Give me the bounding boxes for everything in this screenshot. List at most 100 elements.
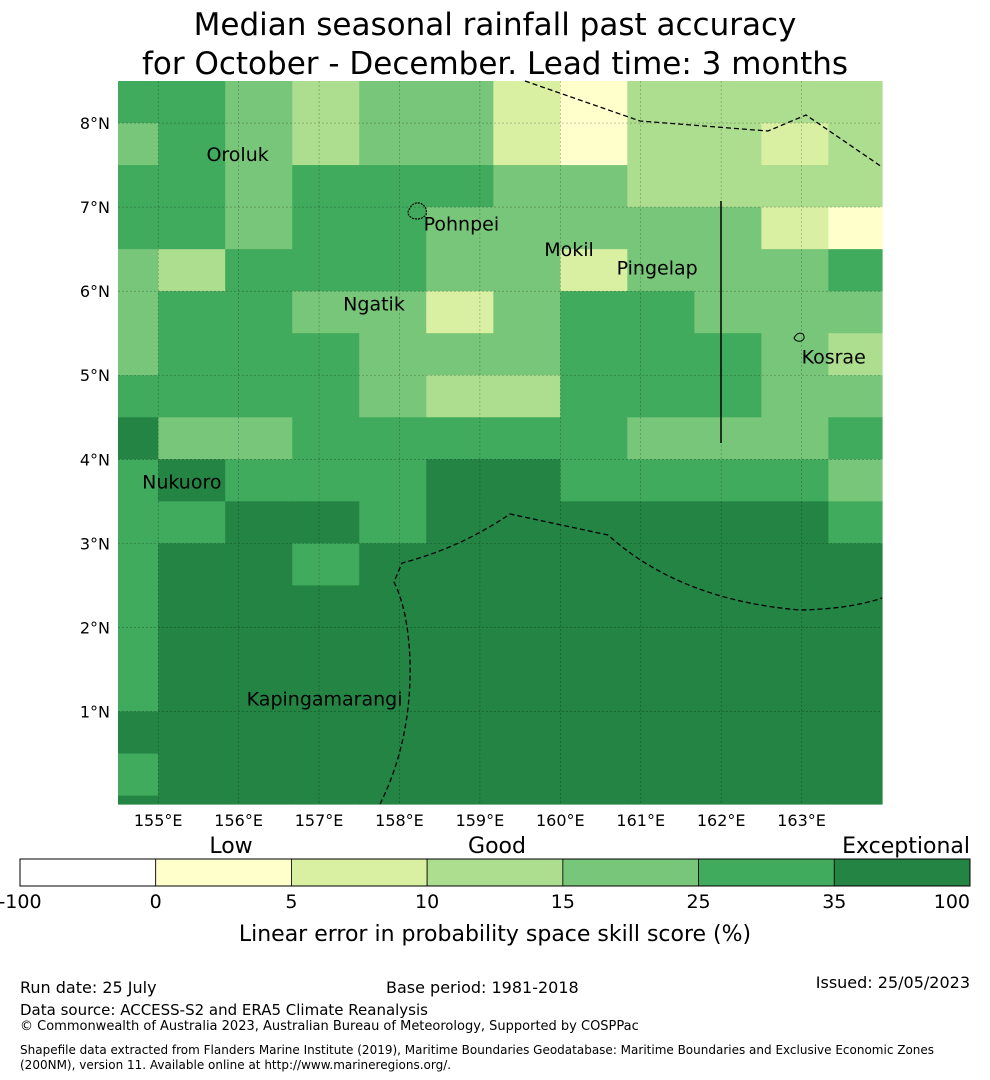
skill-cell <box>426 459 494 502</box>
skill-cell <box>158 333 226 376</box>
skill-cell <box>158 501 226 544</box>
skill-cell <box>292 795 360 805</box>
skill-cell <box>426 543 494 587</box>
issued-date: Issued: 25/05/2023 <box>815 973 970 992</box>
longitude-tick-label: 163°E <box>777 811 826 830</box>
skill-cell <box>118 123 159 166</box>
skill-cell <box>694 165 762 208</box>
skill-cell <box>158 753 226 797</box>
skill-cell <box>493 585 561 713</box>
skill-cell <box>292 291 360 334</box>
skill-cell <box>627 795 695 805</box>
colorbar-segment <box>562 858 699 887</box>
skill-cell <box>694 585 762 713</box>
skill-cell <box>560 333 628 376</box>
longitude-tick-label: 159°E <box>456 811 505 830</box>
skill-cell <box>359 459 427 502</box>
skill-cell <box>560 585 628 713</box>
skill-cell <box>292 81 360 124</box>
skill-cell <box>292 711 360 755</box>
skill-cell <box>627 123 695 166</box>
skill-cell <box>828 207 883 250</box>
skill-cell <box>118 81 159 124</box>
map-title-line-2: for October - December. Lead time: 3 mon… <box>141 46 849 82</box>
skill-cell <box>761 375 829 418</box>
skill-cell <box>118 207 159 250</box>
skill-cell <box>560 543 628 587</box>
skill-cell <box>426 501 494 544</box>
longitude-tick-labels: 155°E 156°E 157°E 158°E 159°E 160°E 161°E 162°E… <box>134 811 826 830</box>
skill-cell <box>761 207 829 250</box>
skill-cell <box>292 375 360 418</box>
place-label-kosrae: Kosrae <box>802 346 866 368</box>
place-label-ngatik: Ngatik <box>343 294 405 316</box>
colorbar-segment <box>19 858 157 887</box>
island-outlines <box>407 202 805 342</box>
pohnpei-island-outline <box>407 202 427 220</box>
run-date: Run date: 25 July <box>20 978 157 997</box>
skill-cell <box>225 81 293 124</box>
skill-cell <box>694 249 762 292</box>
skill-cell <box>627 711 695 755</box>
longitude-tick-label: 158°E <box>375 811 424 830</box>
colorbar-tick-label: 15 <box>551 891 575 913</box>
skill-cell <box>118 459 159 502</box>
skill-cell <box>560 81 628 124</box>
skill-cell <box>225 165 293 208</box>
skill-cell <box>225 795 293 805</box>
skill-cell <box>158 795 226 805</box>
skill-cell <box>761 165 829 208</box>
skill-cell <box>359 795 427 805</box>
skill-cell <box>560 795 628 805</box>
skill-cell <box>225 123 293 166</box>
skill-cell <box>828 753 883 797</box>
skill-cell <box>560 459 628 502</box>
place-label-pingelap: Pingelap <box>617 257 698 279</box>
skill-cell <box>426 585 494 713</box>
skill-cell <box>292 753 360 797</box>
colorbar-tick-labels: -100 0 5 10 15 25 35 100 <box>0 891 970 913</box>
copyright-notice: © Commonwealth of Australia 2023, Austra… <box>20 1019 639 1034</box>
skill-cell <box>761 753 829 797</box>
latitude-tick-label: 7°N <box>80 198 110 217</box>
skill-cell <box>493 81 561 124</box>
skill-cell <box>118 417 159 460</box>
skill-cell <box>560 249 628 292</box>
skill-cell <box>493 459 561 502</box>
data-source: Data source: ACCESS-S2 and ERA5 Climate … <box>20 1001 428 1019</box>
colorbar-low-label: Low <box>209 834 252 859</box>
colorbar-tick-label: 10 <box>415 891 439 913</box>
colorbar-segment <box>833 858 971 887</box>
skill-cell <box>426 333 494 376</box>
skill-cell <box>225 459 293 502</box>
skill-cell <box>225 249 293 292</box>
colorbar-tick-label: 100 <box>934 891 970 913</box>
skill-cell <box>828 81 883 124</box>
latitude-tick-label: 8°N <box>80 114 110 133</box>
skill-cell <box>627 165 695 208</box>
skill-cell <box>118 375 159 418</box>
skill-cell <box>694 753 762 797</box>
skill-cell <box>292 417 360 460</box>
skill-cell <box>627 753 695 797</box>
skill-cell <box>493 165 561 208</box>
latitude-tick-labels: 8°N 7°N 6°N 5°N 4°N 3°N 2°N 1°N <box>80 114 110 721</box>
skill-cell <box>118 501 159 544</box>
skill-cell <box>426 207 494 250</box>
skill-cell <box>359 501 427 544</box>
skill-cell <box>828 123 883 166</box>
colorbar-tick-label: 0 <box>150 891 162 913</box>
skill-cell <box>828 543 883 587</box>
skill-cell <box>292 165 360 208</box>
skill-cell <box>828 459 883 502</box>
skill-cell <box>118 165 159 208</box>
skill-cell <box>158 123 226 166</box>
skill-cell <box>359 585 427 713</box>
skill-cell <box>158 249 226 292</box>
skill-cell <box>225 543 293 587</box>
skill-cell <box>359 753 427 797</box>
place-labels: Oroluk Pohnpei Mokil Pingelap Ngatik Kosrae Nu… <box>142 144 866 711</box>
skill-cell <box>225 501 293 544</box>
skill-cell <box>627 375 695 418</box>
skill-cell <box>426 753 494 797</box>
